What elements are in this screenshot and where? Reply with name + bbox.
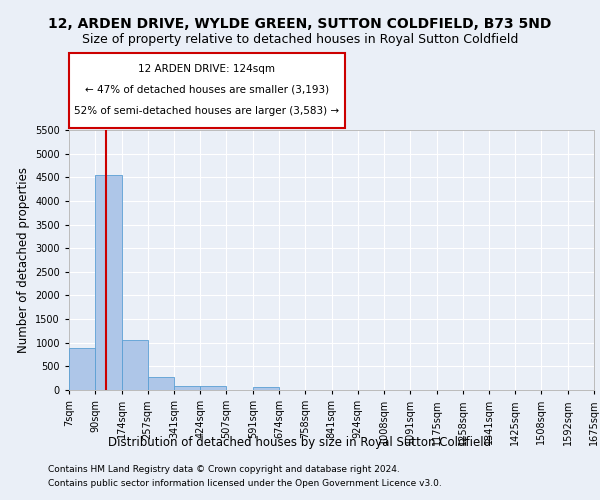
Y-axis label: Number of detached properties: Number of detached properties xyxy=(17,167,29,353)
Text: Size of property relative to detached houses in Royal Sutton Coldfield: Size of property relative to detached ho… xyxy=(82,32,518,46)
Bar xyxy=(253,387,279,390)
Text: 12 ARDEN DRIVE: 124sqm: 12 ARDEN DRIVE: 124sqm xyxy=(139,64,275,74)
Text: 52% of semi-detached houses are larger (3,583) →: 52% of semi-detached houses are larger (… xyxy=(74,106,340,116)
Bar xyxy=(69,348,95,390)
Bar xyxy=(95,176,122,390)
Text: Contains public sector information licensed under the Open Government Licence v3: Contains public sector information licen… xyxy=(48,480,442,488)
Text: Distribution of detached houses by size in Royal Sutton Coldfield: Distribution of detached houses by size … xyxy=(109,436,491,449)
Text: Contains HM Land Registry data © Crown copyright and database right 2024.: Contains HM Land Registry data © Crown c… xyxy=(48,466,400,474)
Bar xyxy=(122,340,148,390)
Bar xyxy=(200,386,226,390)
Bar xyxy=(174,386,200,390)
Text: ← 47% of detached houses are smaller (3,193): ← 47% of detached houses are smaller (3,… xyxy=(85,85,329,95)
Text: 12, ARDEN DRIVE, WYLDE GREEN, SUTTON COLDFIELD, B73 5ND: 12, ARDEN DRIVE, WYLDE GREEN, SUTTON COL… xyxy=(49,18,551,32)
Bar xyxy=(148,377,174,390)
